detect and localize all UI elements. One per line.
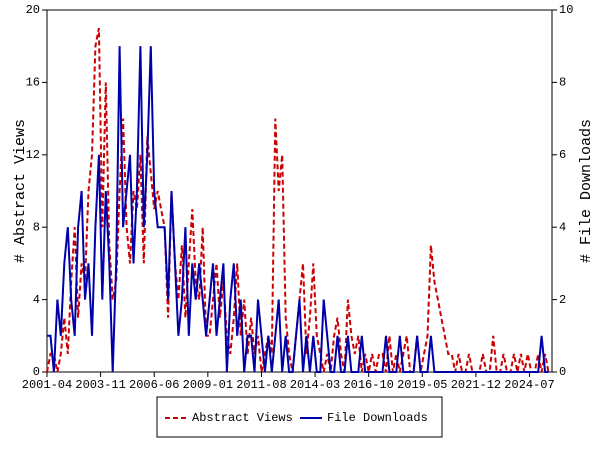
y-tick-label: 12: [26, 148, 40, 162]
y2-tick-label: 0: [559, 365, 566, 379]
x-tick-label: 2006-06: [129, 378, 179, 392]
legend-box: [156, 396, 443, 438]
x-tick-label: 2024-07: [504, 378, 554, 392]
series-line: [47, 46, 549, 373]
y-tick-label: 8: [33, 220, 40, 234]
y2-tick-label: 4: [559, 220, 566, 234]
x-tick-label: 2016-10: [343, 378, 393, 392]
y2-axis-title: # File Downloads: [578, 119, 595, 263]
x-tick-label: 2021-12: [451, 378, 501, 392]
x-tick-label: 2014-03: [290, 378, 340, 392]
legend-label: File Downloads: [327, 411, 428, 425]
y-axis-title: # Abstract Views: [12, 119, 29, 263]
y-tick-label: 0: [33, 365, 40, 379]
x-tick-label: 2003-11: [75, 378, 125, 392]
y-tick-label: 4: [33, 293, 40, 307]
y-tick-label: 16: [26, 76, 40, 90]
plot-frame: [46, 9, 553, 373]
y2-tick-label: 10: [559, 3, 573, 17]
y2-tick-label: 6: [559, 148, 566, 162]
x-tick-label: 2011-08: [236, 378, 286, 392]
y-tick-label: 20: [26, 3, 40, 17]
x-tick-label: 2001-04: [22, 378, 72, 392]
y2-tick-label: 2: [559, 293, 566, 307]
x-tick-label: 2009-01: [183, 378, 233, 392]
legend-label: Abstract Views: [192, 411, 293, 425]
y2-tick-label: 8: [559, 76, 566, 90]
x-tick-label: 2019-05: [397, 378, 447, 392]
